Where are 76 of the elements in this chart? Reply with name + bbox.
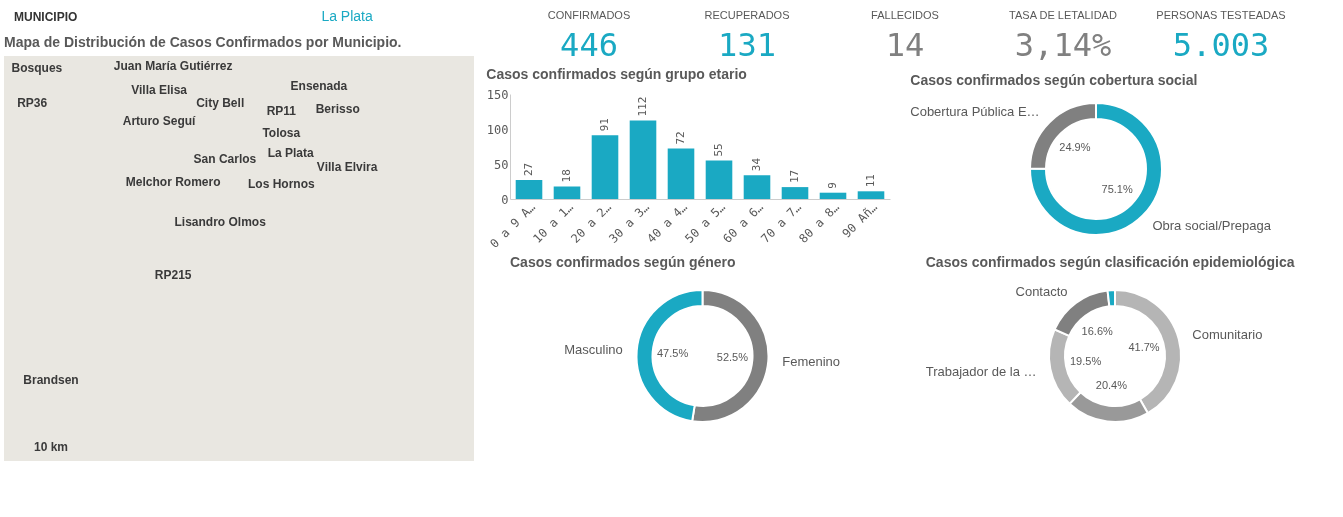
text: San Carlos <box>193 152 257 167</box>
data-label: 55 <box>712 143 725 157</box>
text: Bosques <box>11 61 63 76</box>
text: RP215 <box>154 267 192 282</box>
text: TASA DE LETALIDAD <box>1009 9 1117 21</box>
x-tick-label: 90 Añ… <box>839 200 880 241</box>
text: Villa Elisa <box>131 83 188 98</box>
bar <box>705 160 733 199</box>
text: RP11 <box>266 103 297 118</box>
y-tick-label: 100 <box>486 122 509 137</box>
text: Berisso <box>315 101 360 116</box>
text: CONFIRMADOS <box>547 9 631 21</box>
data-label: 52.5% <box>716 351 749 364</box>
text: La Plata <box>267 146 315 161</box>
text: Mapa de Distribución de Casos Confirmados por Municipio. <box>4 34 402 50</box>
bar <box>629 120 657 199</box>
text: Arturo Seguí <box>122 113 197 128</box>
slice-label: Cobertura Pública E… <box>910 104 1040 120</box>
data-label: 41.7% <box>1128 341 1160 354</box>
chart-title: Casos confirmados según clasificación epidemiológica <box>925 254 1295 270</box>
bar <box>857 191 885 199</box>
text: Tolosa <box>262 125 301 140</box>
bar <box>515 180 543 199</box>
bar <box>591 135 619 199</box>
text: RP36 <box>17 95 48 110</box>
chart-title: Casos confirmados según grupo etario <box>486 66 747 82</box>
data-label: 72 <box>674 131 687 145</box>
text: FALLECIDOS <box>871 9 939 21</box>
text: Brandsen <box>23 373 79 387</box>
bar <box>781 187 809 199</box>
text: 3,14% <box>1014 26 1112 64</box>
text: Villa Elvira <box>316 160 378 175</box>
y-tick-label: 0 <box>501 192 509 207</box>
data-label: 16.6% <box>1081 324 1114 337</box>
text: 10 km <box>33 439 69 454</box>
text: Ensenada <box>290 79 348 94</box>
text: La Plata <box>321 8 373 24</box>
bar <box>743 175 771 199</box>
slice-label: Comunitario <box>1192 327 1263 343</box>
data-label: 112 <box>636 96 649 117</box>
data-label: 17 <box>788 169 801 184</box>
slice-label: Contacto <box>1015 283 1068 299</box>
data-label: 24.9% <box>1059 140 1091 153</box>
data-label: 9 <box>826 182 839 189</box>
text: Melchor Romero <box>125 174 221 189</box>
data-label: 91 <box>598 118 611 132</box>
bar <box>553 186 581 199</box>
text: 446 <box>560 26 618 64</box>
text: MUNICIPIO <box>14 10 78 24</box>
text: Juan María Gutiérrez <box>113 59 233 74</box>
slice-label: Femenino <box>782 354 841 370</box>
slice-label: Obra social/Prepaga <box>1152 217 1272 233</box>
bar <box>667 148 695 199</box>
slice-label: Trabajador de la … <box>925 363 1037 379</box>
data-label: 75.1% <box>1101 183 1133 196</box>
data-label: 20.4% <box>1095 378 1128 391</box>
y-tick-label: 50 <box>494 157 509 172</box>
text: Los Hornos <box>247 176 315 191</box>
slice-label: Masculino <box>564 341 623 357</box>
bar <box>819 192 847 199</box>
data-label: 19.5% <box>1069 354 1102 367</box>
text: 14 <box>885 26 925 64</box>
text: RECUPERADOS <box>704 9 790 21</box>
data-label: 47.5% <box>656 346 689 359</box>
chart-title: Casos confirmados según género <box>510 254 736 270</box>
data-label: 18 <box>560 169 573 183</box>
text: Lisandro Olmos <box>174 215 267 230</box>
data-label: 11 <box>864 174 877 188</box>
data-label: 27 <box>522 162 535 177</box>
text: 131 <box>718 26 776 64</box>
chart-title: Casos confirmados según cobertura social <box>910 72 1198 88</box>
y-tick-label: 150 <box>486 87 509 102</box>
text: City Bell <box>196 95 245 110</box>
text: 5.003 <box>1172 26 1270 64</box>
text: PERSONAS TESTEADAS <box>1156 9 1286 21</box>
data-label: 34 <box>750 157 763 172</box>
